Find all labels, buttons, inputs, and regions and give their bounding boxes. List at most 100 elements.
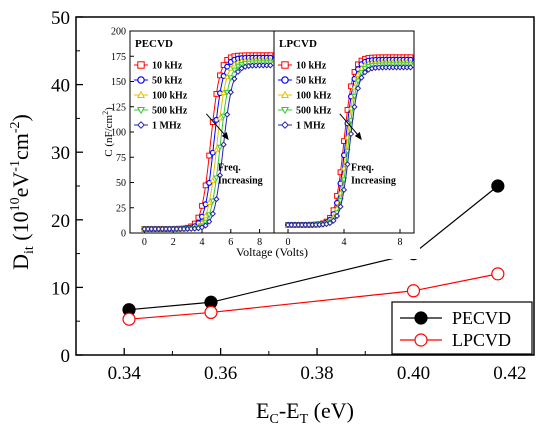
inset-legend-label: 1 MHz	[296, 121, 326, 132]
x-axis-label: EC-ET (eV)	[256, 398, 354, 427]
data-point	[122, 312, 136, 326]
inset-legend-label: 100 kHz	[152, 91, 188, 102]
inset-y-tick-label: 175	[111, 52, 126, 63]
cv-point	[361, 69, 369, 76]
annotation-text: Increasing	[218, 175, 263, 186]
x-label-main: E	[256, 398, 269, 423]
cv-curve-1-mhz	[284, 64, 414, 229]
cv-point	[220, 141, 227, 148]
inset-x-tick-label: 8	[398, 237, 403, 248]
annotation-text: Freq.	[351, 162, 374, 173]
cv-point	[224, 111, 231, 118]
series-pecvd	[122, 179, 505, 317]
inset-y-tick-label: 125	[111, 102, 126, 113]
cv-point	[354, 71, 362, 78]
y-label-unit: eV	[8, 172, 33, 198]
legend-box	[391, 301, 533, 355]
cv-point	[351, 93, 358, 100]
inset-legend-marker	[137, 61, 145, 69]
cv-point	[213, 175, 220, 182]
cv-point	[354, 78, 362, 85]
y-label-unit: cm	[8, 133, 33, 160]
inset-x-axis-label: Voltage (Volts)	[236, 245, 308, 259]
cv-point	[213, 196, 220, 203]
cv-point	[351, 103, 358, 111]
legend-label: PECVD	[452, 308, 511, 328]
cv-point	[337, 169, 344, 176]
x-label-mid: -E	[279, 398, 300, 423]
inset-legend-label: 500 kHz	[152, 106, 188, 117]
y-axis-label: Dit (1010eV-1cm-2)	[8, 114, 37, 270]
cv-point	[234, 68, 242, 75]
cv-point	[209, 176, 217, 183]
data-point	[491, 267, 505, 281]
inset-y-tick-label: 25	[116, 203, 126, 214]
cv-point	[334, 192, 340, 199]
inset-legend-label: 10 kHz	[152, 61, 183, 72]
annotation-text: Increasing	[351, 175, 396, 186]
cv-point	[216, 144, 224, 151]
cv-point	[209, 198, 217, 205]
inset-legend-marker	[136, 106, 146, 115]
inset-y-label-sup: 2	[101, 111, 110, 115]
inset-legend-marker	[280, 90, 290, 99]
cv-point	[205, 199, 213, 206]
inset-legend-marker	[136, 90, 146, 99]
cv-point	[227, 89, 234, 96]
cv-point	[344, 161, 351, 168]
x-label-sub: C	[269, 412, 278, 427]
series-lpcvd	[122, 267, 505, 326]
cv-point	[224, 63, 231, 70]
inset-legend-marker	[137, 76, 145, 84]
y-tick-label: 10	[51, 278, 70, 299]
cv-point	[347, 130, 355, 138]
inset-x-tick-label: 2	[171, 237, 176, 248]
x-label-tail: (eV)	[308, 398, 354, 423]
cv-point	[358, 64, 365, 71]
annotation-text: Freq.	[218, 162, 241, 173]
cv-point	[354, 85, 362, 92]
inset-legend-label: 10 kHz	[296, 61, 327, 72]
cv-point	[333, 212, 341, 220]
inset-y-axis-label: C (nF/cm2)	[101, 107, 115, 157]
y-tick-label: 0	[61, 346, 71, 367]
cv-point	[267, 62, 274, 69]
inset-y-tick-label: 50	[116, 178, 126, 189]
cv-point	[202, 212, 209, 219]
inset-x-tick-label: 4	[342, 237, 347, 248]
legend-label: LPCVD	[452, 330, 511, 350]
cv-point	[340, 186, 348, 193]
cv-point	[330, 217, 337, 224]
y-tick-label: 20	[51, 211, 70, 232]
y-label-unit: (10	[8, 211, 33, 246]
cv-point	[209, 210, 216, 217]
inset-legend-marker	[281, 76, 289, 84]
inset-y-label-tail: )	[103, 107, 115, 111]
inset-y-tick-label: 0	[121, 229, 126, 240]
cv-curve-1-mhz	[141, 62, 274, 233]
inset-legend-label: 50 kHz	[296, 76, 327, 87]
inset-y-tick-label: 75	[116, 153, 126, 164]
cv-point	[407, 64, 414, 71]
data-point	[204, 305, 218, 320]
cv-point	[326, 219, 334, 227]
inset-legend-marker	[137, 121, 145, 129]
cv-point	[216, 114, 224, 121]
y-tick-label: 40	[51, 76, 70, 97]
x-tick-label: 0.34	[108, 363, 142, 384]
y-tick-label: 30	[51, 143, 70, 164]
inset-legend-label: 500 kHz	[296, 106, 332, 117]
x-tick-label: 0.42	[493, 363, 526, 384]
inset-legend-label: 100 kHz	[296, 91, 332, 102]
y-label-sup: -1	[8, 160, 23, 172]
inset-x-tick-label: 6	[228, 237, 233, 248]
cv-point	[216, 172, 224, 179]
cv-point	[202, 222, 209, 229]
cv-point	[337, 203, 344, 210]
cv-point	[227, 75, 235, 82]
cv-point	[220, 113, 227, 120]
cv-point	[220, 89, 227, 96]
